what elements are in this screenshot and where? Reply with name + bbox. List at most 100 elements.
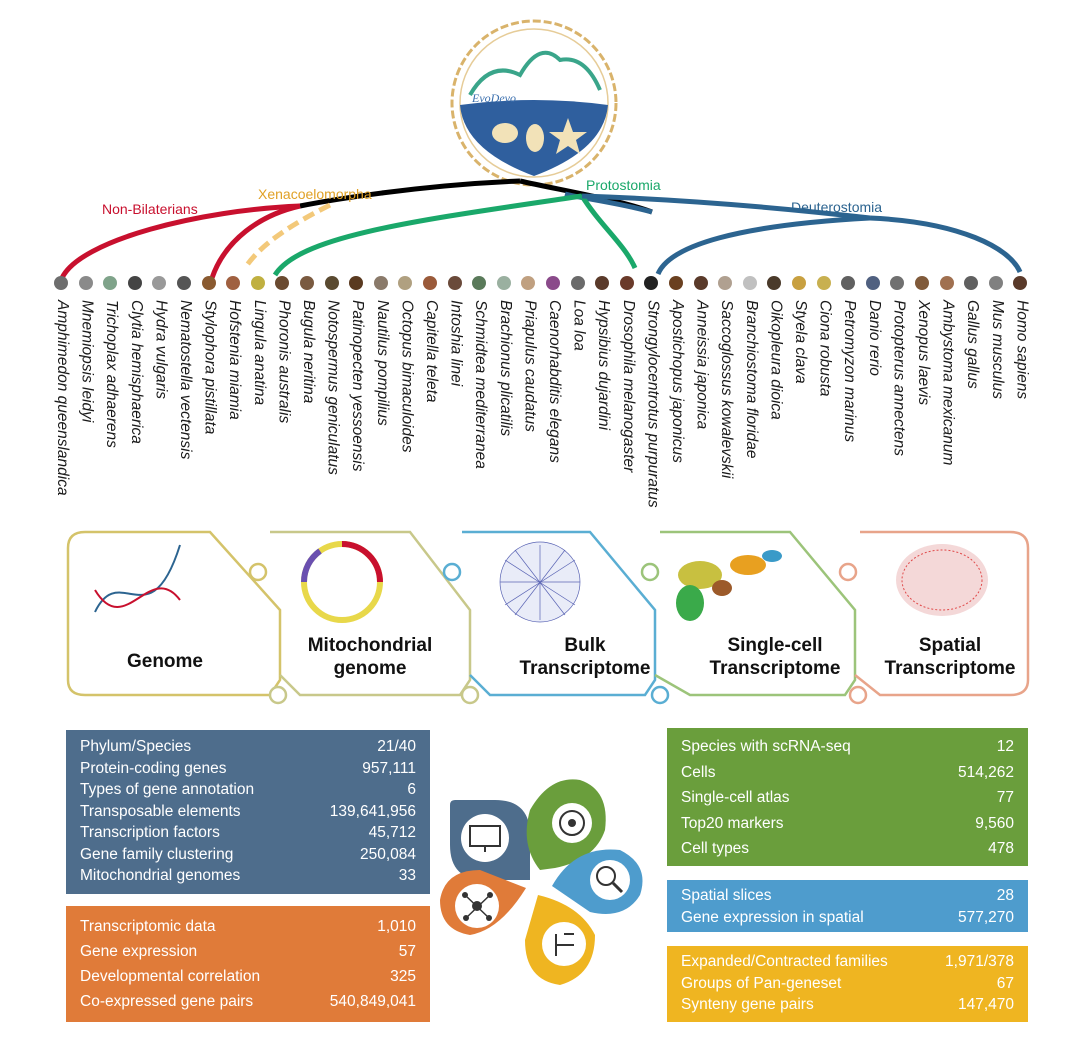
stat-label: Groups of Pan-geneset [681, 974, 842, 992]
stat-row: Transposable elements 139,641,956 [80, 801, 416, 823]
species-label: Styela clava [792, 300, 809, 384]
species-label: Bugula neritina [300, 300, 317, 404]
species-silhouette-icon [521, 276, 536, 290]
species-silhouette-icon [915, 276, 929, 290]
species-silhouette-icon [152, 276, 167, 290]
species-label: Stylophora pistillata [201, 300, 219, 435]
stat-value: 957,111 [362, 759, 416, 777]
species-silhouette-icon [595, 276, 610, 290]
stat-value: 250,084 [359, 845, 416, 863]
card-genome[interactable]: Genome [126, 651, 204, 672]
species-silhouette-icon [767, 276, 782, 290]
stat-row: Groups of Pan-geneset 67 [681, 973, 1014, 995]
stat-label: Transposable elements [80, 802, 241, 820]
stat-label: Gene expression [80, 943, 198, 960]
stat-row: Single-cell atlas 77 [681, 785, 1014, 811]
species-silhouette-icon [988, 276, 1003, 290]
card-spatial-transcriptome[interactable]: Spatial Transcriptome [884, 635, 1016, 679]
species-label: Clytia hemisphaerica [127, 300, 145, 444]
stat-label: Protein-coding genes [80, 759, 227, 777]
species-label: Apostichopus japonicus [669, 300, 686, 463]
species-label: Ciona robusta [816, 300, 834, 397]
species-silhouette-icon [349, 276, 364, 290]
logo-text: EvoDevo [471, 91, 516, 105]
species-label: Notospermus geniculatus [324, 300, 342, 475]
stat-value: 33 [398, 867, 416, 884]
species-silhouette-icon [718, 276, 733, 290]
stat-row: Gene family clustering 250,084 [80, 844, 416, 866]
stat-row: Types of gene annotation 6 [80, 779, 416, 801]
species-label: Gallus gallus [964, 300, 982, 389]
comparative-stats-panel: Expanded/Contracted families 1,971/378 Gro… [667, 946, 1028, 1022]
species-label: Drosophila melanogaster [619, 300, 637, 473]
stat-label: Mitochondrial genomes [80, 867, 241, 884]
spatial-map-icon [896, 544, 988, 616]
species-silhouette-icon [964, 276, 979, 290]
stat-value: 147,470 [957, 996, 1014, 1013]
network-graph-icon [499, 541, 581, 623]
stat-value: 77 [996, 789, 1014, 806]
stat-value: 67 [996, 974, 1014, 992]
clade-xenacoelomorpha: Xenacoelomorpha [258, 186, 372, 202]
species-label: Brachionus plicatilis [496, 300, 514, 437]
species-label: Phoronis australis [275, 300, 293, 424]
stat-row: Expanded/Contracted families 1,971/378 [681, 951, 1014, 973]
species-silhouette-icon [644, 276, 659, 290]
stat-row: Developmental correlation 325 [80, 964, 416, 989]
species-silhouette-icon [1013, 276, 1028, 290]
stat-row: Synteny gene pairs 147,470 [681, 994, 1014, 1016]
species-silhouette-icon [373, 276, 388, 290]
stat-label: Species with scRNA-seq [681, 738, 851, 755]
species-silhouette-icon [546, 276, 560, 290]
card-bulk-transcriptome[interactable]: Bulk Transcriptome [519, 635, 651, 679]
clade-protostomia: Protostomia [586, 177, 661, 193]
stat-label: Single-cell atlas [681, 789, 790, 806]
species-label: Octopus bimaculoides [398, 300, 416, 453]
species-silhouette-icon [103, 276, 118, 290]
stat-value: 540,849,041 [329, 993, 416, 1010]
mito-genome-icon [301, 541, 383, 623]
stat-value: 1,971/378 [945, 953, 1014, 970]
stat-value: 12 [996, 738, 1014, 755]
stat-value: 21/40 [377, 738, 416, 755]
stat-value: 1,010 [377, 918, 416, 935]
stat-row: Co-expressed gene pairs 540,849,041 [80, 989, 416, 1014]
species-label: Mnemiopsis leidyi [78, 300, 96, 423]
stat-row: Species with scRNA-seq 12 [681, 734, 1014, 760]
stat-label: Spatial slices [681, 887, 772, 904]
stat-row: Top20 markers 9,560 [681, 811, 1014, 837]
stat-value: 139,641,956 [329, 802, 416, 820]
species-label: Nautilus pompilius [373, 300, 391, 426]
species-label: Strongylocentrotus purpuratus [644, 300, 662, 508]
stat-label: Types of gene annotation [80, 781, 255, 798]
species-label: Loa loa [570, 300, 588, 351]
species-label: Ambystoma mexicanum [939, 300, 957, 466]
species-silhouette-icon [496, 276, 511, 290]
stat-value: 28 [996, 887, 1014, 904]
stat-label: Co-expressed gene pairs [80, 993, 254, 1010]
species-label: Lingula anatina [250, 300, 268, 406]
card-mitochondrial-genome[interactable]: Mitochondrial genome [307, 635, 433, 679]
stat-label: Gene family clustering [80, 845, 234, 863]
species-label: Mus musculus [988, 300, 1006, 400]
stat-row: Phylum/Species 21/40 [80, 736, 416, 758]
species-silhouette-icon [423, 276, 437, 290]
card-single-cell-transcriptome[interactable]: Single-cell Transcriptome [709, 635, 841, 679]
species-label: Hypsibius dujardini [595, 300, 613, 431]
species-label: Danio rerio [865, 300, 883, 376]
stat-label: Cells [681, 763, 716, 781]
transcriptome-stats-panel: Transcriptomic data 1,010 Gene expression 5… [66, 906, 430, 1022]
stat-row: Protein-coding genes 957,111 [80, 758, 416, 780]
species-label: Homo sapiens [1013, 300, 1031, 400]
stat-label: Transcription factors [80, 824, 220, 841]
species-label: Patinopecten yessoensis [349, 300, 367, 472]
species-silhouette-icon [447, 276, 462, 290]
species-label: Trichoplax adhaerens [103, 300, 121, 448]
stat-row: Cell types 478 [681, 836, 1014, 862]
stat-label: Transcriptomic data [80, 918, 216, 935]
species-silhouette-icon [570, 276, 585, 290]
species-label: Xenopus laevis [915, 300, 932, 406]
stat-label: Expanded/Contracted families [681, 953, 888, 970]
stat-row: Mitochondrial genomes 33 [80, 865, 416, 887]
